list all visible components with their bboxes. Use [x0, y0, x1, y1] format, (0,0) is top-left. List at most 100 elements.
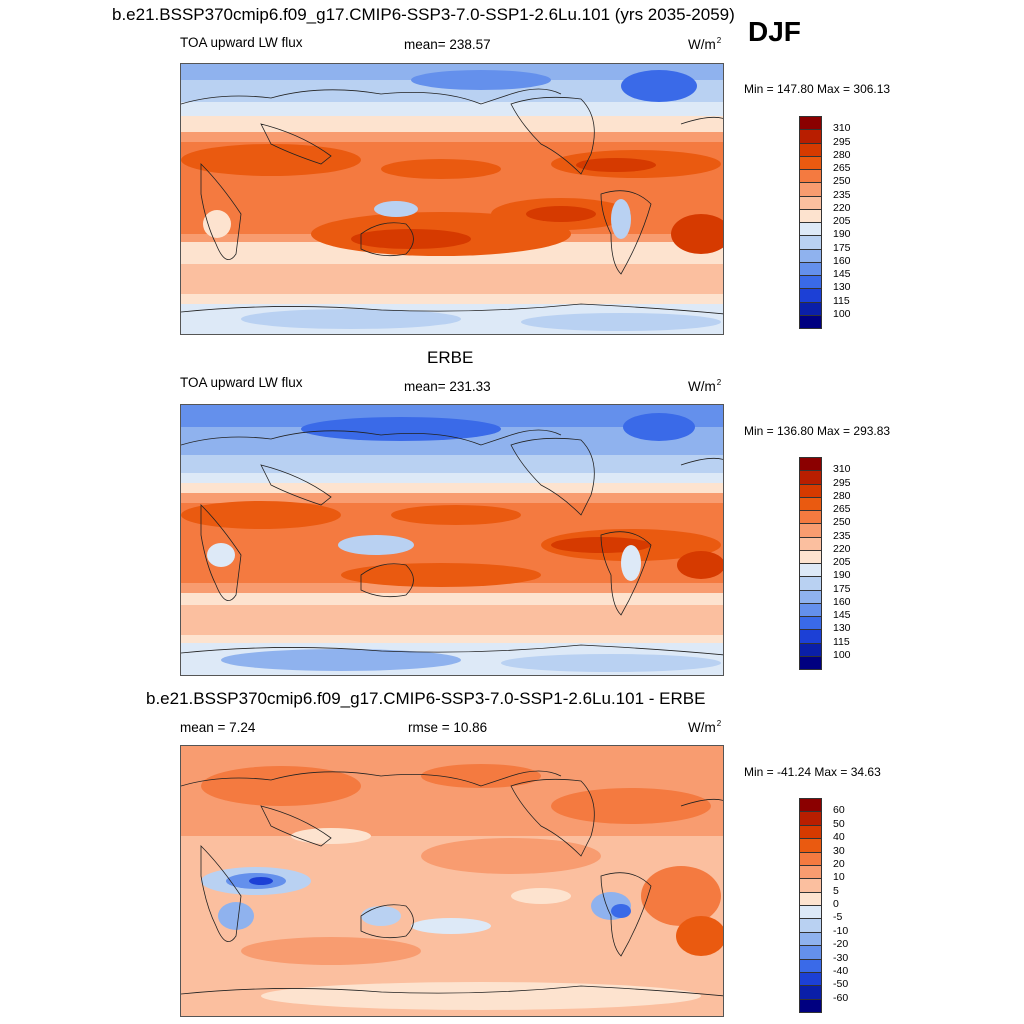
main-title: b.e21.BSSP370cmip6.f09_g17.CMIP6-SSP3-7.…	[112, 5, 735, 24]
panel2-colorbar-swatch	[799, 457, 822, 471]
panel1-colorbar-label: 295	[833, 135, 851, 148]
panel1-colorbar-label: 265	[833, 162, 851, 174]
panel2-colorbar-label: 115	[833, 635, 850, 648]
panel3-colorbar-swatch	[799, 998, 822, 1013]
panel1-colorbar-swatch	[799, 155, 822, 170]
panel2-colorbar-label: 220	[833, 542, 851, 555]
panel3-colorbar-label: -20	[833, 938, 849, 951]
panel3-colorbar-swatch	[799, 945, 822, 959]
panel3-colorbar-swatch	[799, 824, 822, 839]
panel2-colorbar: 310 295 280 265 250 235 220 205 190 175 160 145 130 1…	[799, 457, 851, 670]
panel1-colorbar-label: 190	[833, 228, 851, 241]
panel1-minmax: Min = 147.80 Max = 306.13	[744, 82, 891, 96]
panel1-map	[180, 63, 724, 335]
panel1-colorbar-label: 145	[833, 268, 851, 280]
panel1-colorbar-label: 100	[833, 307, 851, 320]
panel1-colorbar-swatch	[799, 129, 822, 143]
panel1-colorbar-swatch	[799, 142, 822, 157]
panel2-colorbar-label: 235	[833, 529, 851, 542]
panel1-colorbar-swatch	[799, 314, 822, 329]
panel3-colorbar-swatch	[799, 864, 822, 879]
panel3-colorbar-label: -60	[833, 991, 849, 1004]
panel3-colorbar-swatch	[799, 798, 822, 812]
panel3-colorbar-label: -5	[833, 911, 843, 924]
panel3-colorbar-label: 40	[833, 831, 845, 844]
panel1-colorbar-swatch	[799, 208, 822, 223]
panel3-colorbar-swatch	[799, 958, 822, 973]
panel1-colorbar-label: 205	[833, 215, 851, 227]
panel2-colorbar-swatch	[799, 483, 822, 498]
panel2-minmax: Min = 136.80 Max = 293.83	[744, 424, 891, 438]
panel1-colorbar-swatch	[799, 182, 822, 196]
panel1-colorbar-swatch	[799, 195, 822, 210]
panel2-colorbar-label: 310	[833, 463, 851, 476]
panel1-colorbar-label: 130	[833, 281, 851, 294]
panel1-colorbar-label: 175	[833, 241, 851, 254]
panel1-colorbar-label: 160	[833, 254, 851, 267]
panel1-colorbar-swatch	[799, 288, 822, 302]
panel2-colorbar-swatch	[799, 589, 822, 604]
panel2-map	[180, 404, 724, 676]
panel1-colorbar-label: 115	[833, 294, 850, 307]
panel3-colorbar-swatch	[799, 878, 822, 893]
panel2-colorbar-swatch	[799, 536, 822, 551]
panel3-rmse-label: rmse = 10.86	[408, 720, 488, 735]
panel3-colorbar-label: -50	[833, 978, 849, 991]
panel2-colorbar-swatch	[799, 576, 822, 590]
panel2-colorbar-label: 295	[833, 476, 851, 489]
panel2-colorbar-swatch	[799, 523, 822, 537]
panel1-colorbar-swatch	[799, 248, 822, 263]
panel2-colorbar-label: 190	[833, 569, 851, 582]
panel1-colorbar-label: 250	[833, 175, 851, 188]
panel3-colorbar-label: 0	[833, 898, 839, 910]
panel2-colorbar-swatch	[799, 496, 822, 511]
panel3-colorbar-label: 5	[833, 884, 839, 897]
panel1-colorbar-label: 235	[833, 188, 851, 201]
panel2-title: ERBE	[427, 348, 474, 367]
panel3-colorbar-swatch	[799, 971, 822, 986]
panel2-variable-label: TOA upward LW flux	[180, 375, 303, 390]
panel2-colorbar-swatch	[799, 602, 822, 617]
panel2-colorbar-label: 175	[833, 582, 851, 595]
panel3-colorbar-label: 10	[833, 871, 845, 884]
panel2-colorbar-label: 160	[833, 595, 851, 608]
panel1-units: W/m2	[688, 36, 722, 52]
panel1-colorbar-label: 220	[833, 201, 851, 214]
panel3-colorbar-swatch	[799, 891, 822, 906]
panel1-mean-label: mean= 238.57	[404, 37, 491, 52]
panel2-colorbar-label: 250	[833, 516, 851, 529]
panel2-colorbar-swatch	[799, 616, 822, 630]
panel2-colorbar-label: 280	[833, 489, 851, 502]
panel1-colorbar: 310 295 280 265 250 235 220 205 190 175 160 145 130 1…	[799, 116, 851, 329]
panel3-colorbar-label: -40	[833, 964, 849, 977]
panel3-title: b.e21.BSSP370cmip6.f09_g17.CMIP6-SSP3-7.…	[146, 689, 706, 708]
season-label: DJF	[748, 16, 801, 47]
panel2-colorbar-label: 145	[833, 609, 851, 621]
panel3-mean-label: mean = 7.24	[180, 720, 256, 735]
panel3-colorbar-label: 20	[833, 857, 845, 870]
panel2-colorbar-label: 205	[833, 556, 851, 568]
panel3-colorbar-swatch	[799, 851, 822, 866]
panel3-colorbar-swatch	[799, 838, 822, 852]
panel2-colorbar-swatch	[799, 563, 822, 577]
panel3-colorbar-label: -10	[833, 924, 849, 937]
panel2-colorbar-label: 100	[833, 648, 851, 661]
panel1-variable-label: TOA upward LW flux	[180, 35, 303, 50]
panel3-colorbar: 60 50 40 30 20 10 5 0 -5 -10 -20 -30 -40 -50 -60	[799, 798, 848, 1013]
panel3-map	[180, 745, 724, 1017]
panel3-units: W/m2	[688, 719, 722, 735]
panel3-colorbar-swatch	[799, 918, 822, 933]
panel3-colorbar-label: -30	[833, 951, 849, 964]
panel3-colorbar-label: 60	[833, 804, 845, 817]
panel3-colorbar-swatch	[799, 811, 822, 826]
panel2-colorbar-swatch	[799, 655, 822, 670]
panel2-colorbar-swatch	[799, 510, 822, 524]
panel2-mean-label: mean= 231.33	[404, 379, 491, 394]
panel1-colorbar-swatch	[799, 222, 822, 236]
panel3-colorbar-label: 50	[833, 817, 845, 830]
panel1-colorbar-swatch	[799, 261, 822, 276]
panel2-units: W/m2	[688, 378, 722, 394]
panel2-colorbar-swatch	[799, 629, 822, 643]
panel2-colorbar-swatch	[799, 549, 822, 564]
panel1-colorbar-swatch	[799, 301, 822, 316]
